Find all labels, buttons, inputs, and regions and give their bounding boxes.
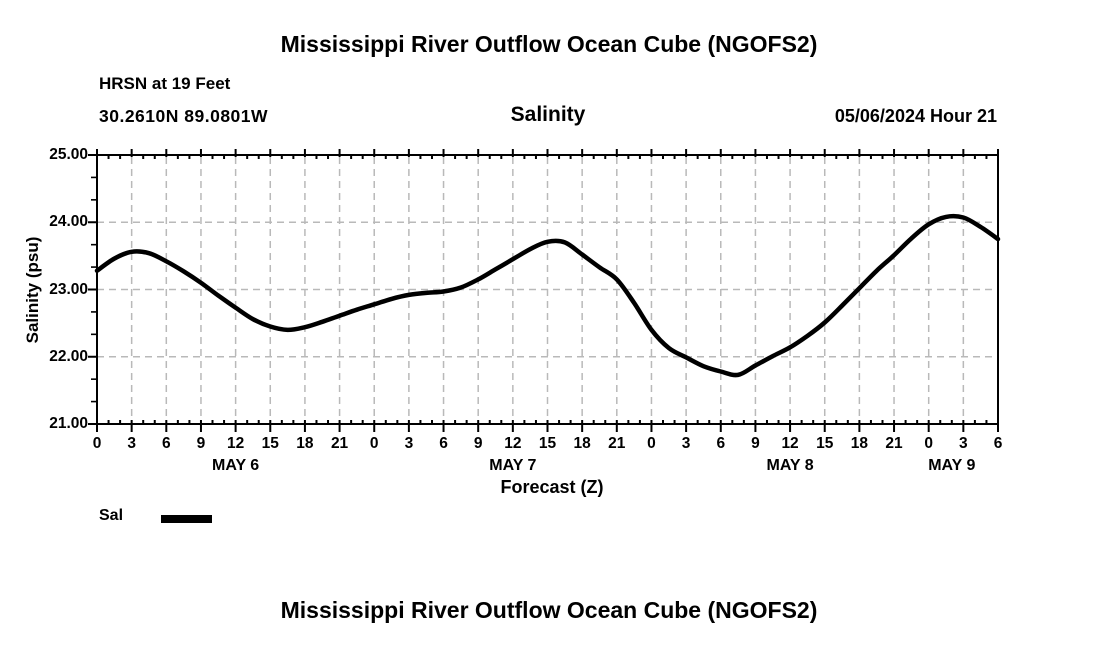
x-tick-label: 18 [296, 435, 314, 452]
x-tick-label: 15 [816, 435, 834, 452]
legend-line-swatch [161, 515, 212, 523]
x-tick-label: 12 [781, 435, 799, 452]
x-tick-label: 12 [226, 435, 245, 452]
x-tick-label: 18 [573, 435, 591, 452]
x-tick-label: 6 [439, 435, 448, 452]
day-label: MAY 6 [212, 457, 260, 474]
y-tick-label: 21.00 [49, 415, 88, 432]
salinity-curve [94, 213, 1001, 378]
x-tick-label: 15 [538, 435, 557, 452]
x-tick-label: 9 [751, 435, 760, 452]
x-tick-label: 3 [127, 435, 136, 452]
chart-title: Mississippi River Outflow Ocean Cube (NG… [280, 31, 818, 57]
x-tick-label: 0 [647, 435, 656, 452]
x-tick-label: 18 [850, 435, 868, 452]
x-tick-label: 9 [196, 435, 206, 452]
parameter-title: Salinity [510, 103, 586, 126]
y-tick-label: 23.00 [49, 280, 88, 298]
x-tick-label: 12 [504, 435, 522, 452]
x-tick-label: 3 [404, 435, 414, 452]
x-tick-label: 6 [161, 435, 171, 452]
legend-series-label: Sal [99, 507, 124, 524]
x-tick-label: 6 [716, 435, 726, 452]
y-tick-label: 25.00 [49, 146, 88, 163]
x-tick-label: 21 [330, 435, 349, 452]
x-axis-label: Forecast (Z) [500, 477, 604, 497]
x-tick-label: 3 [959, 435, 968, 452]
day-label: MAY 8 [766, 457, 814, 474]
x-tick-label: 3 [681, 435, 691, 452]
station-name: HRSN at 19 Feet [99, 74, 231, 93]
x-tick-label: 0 [92, 435, 102, 452]
y-tick-label: 24.00 [49, 213, 88, 231]
day-label: MAY 7 [489, 457, 537, 474]
next-chart-title: Mississippi River Outflow Ocean Cube (NG… [280, 597, 818, 623]
forecast-datetime: 05/06/2024 Hour 21 [834, 106, 997, 126]
y-tick-label: 22.00 [49, 347, 88, 365]
x-tick-label: 9 [473, 435, 483, 452]
day-label: MAY 9 [928, 457, 976, 474]
station-coordinates: 30.2610N 89.0801W [99, 106, 269, 126]
x-tick-label: 0 [369, 435, 379, 452]
x-tick-label: 21 [885, 435, 903, 452]
x-tick-label: 0 [924, 435, 933, 452]
x-tick-label: 15 [261, 435, 279, 452]
x-tick-label: 21 [608, 435, 626, 452]
x-tick-label: 6 [993, 435, 1003, 452]
